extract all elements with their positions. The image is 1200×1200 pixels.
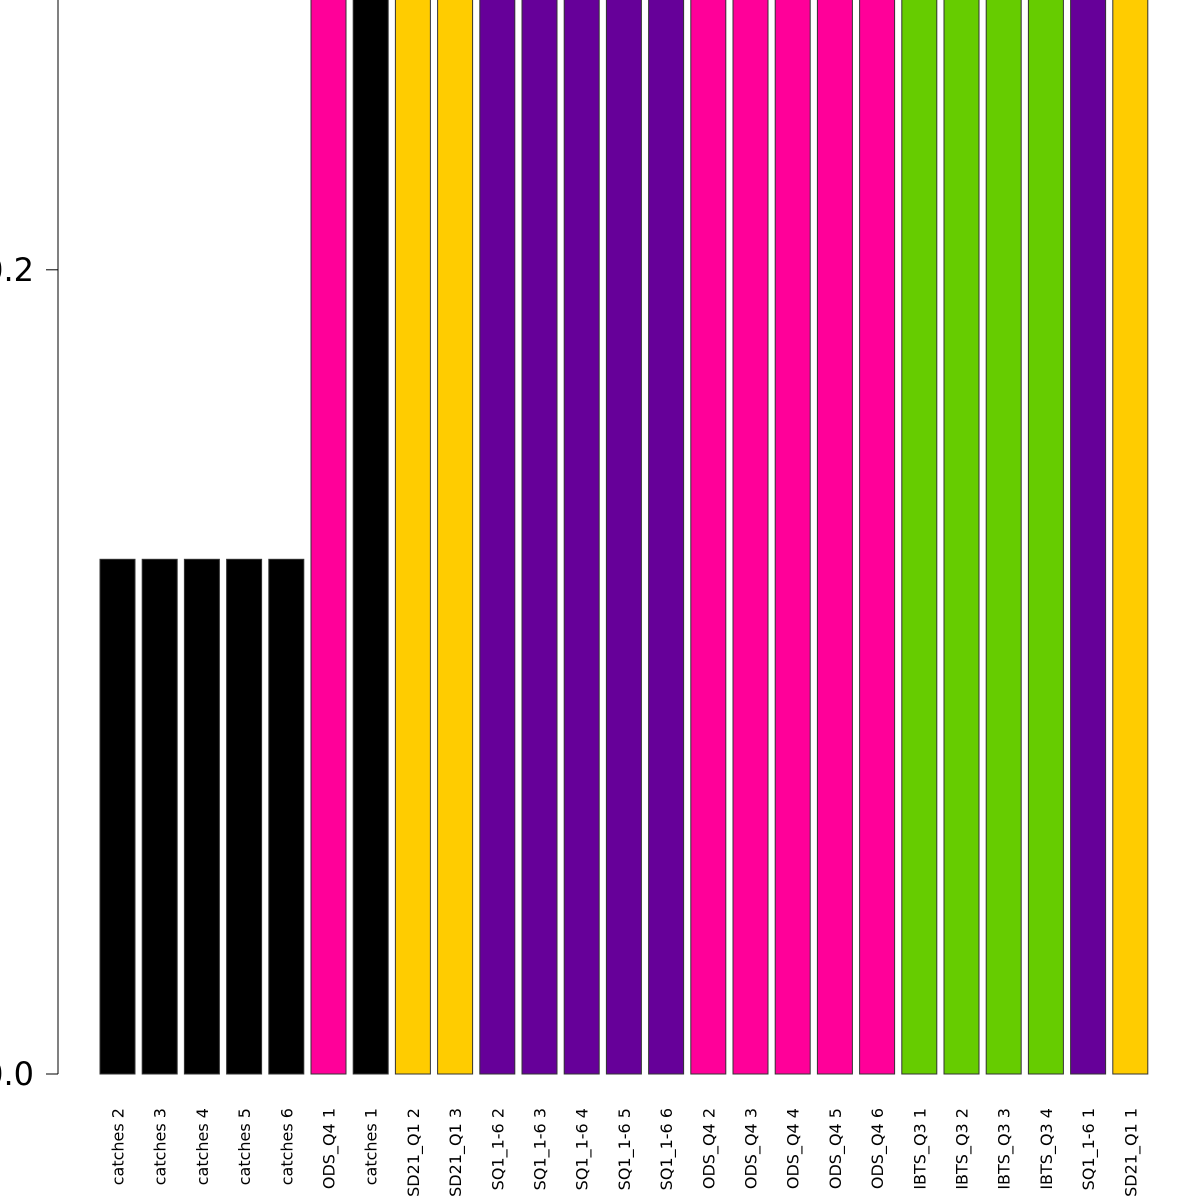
bar [732,0,769,1075]
bar [268,558,305,1075]
bar [985,0,1022,1075]
x-category-label: ODS_Q4 1 [320,1108,340,1189]
bar [943,0,980,1075]
x-category-label: catches 4 [193,1108,212,1185]
y-tick-label: 0.0 [0,1055,34,1093]
bar [226,558,263,1075]
bar [141,558,178,1075]
bar [437,0,474,1075]
bar [859,0,896,1075]
bars [99,0,1149,1075]
bar [521,0,558,1075]
x-category-label: SD21_Q1 1 [1121,1108,1141,1197]
x-axis-labels: catches 2 catches 3 catches 4 catches 5 catc… [109,1108,1142,1197]
x-category-label: catches 3 [151,1108,170,1185]
x-category-label: SQ1_1-6 5 [615,1108,635,1190]
bar [1027,0,1064,1075]
x-category-label: IBTS_Q3 3 [995,1108,1015,1190]
x-category-label: SD21_Q1 2 [404,1108,424,1197]
x-category-label: SQ1_1-6 6 [657,1108,677,1190]
x-category-label: ODS_Q4 5 [826,1108,846,1189]
bar [774,0,811,1075]
x-category-label: ODS_Q4 2 [699,1108,719,1189]
bar [352,0,389,1075]
x-category-label: ODS_Q4 6 [868,1108,888,1189]
y-axis: 0.00.20.40.60.81.01.2 [0,0,59,1093]
y-tick-label: 0.2 [0,251,34,289]
x-category-label: SQ1_1-6 1 [1079,1108,1099,1190]
x-category-label: catches 1 [362,1108,381,1185]
x-category-label: SQ1_1-6 3 [531,1108,551,1190]
bar [1112,0,1149,1075]
bar [479,0,516,1075]
x-category-label: SD21_Q1 3 [446,1108,466,1197]
bar [183,558,220,1075]
bar [310,0,347,1075]
bar [901,0,938,1075]
x-category-label: catches 5 [235,1108,254,1185]
x-category-label: ODS_Q4 3 [742,1108,762,1189]
bar [648,0,685,1075]
x-category-label: catches 2 [109,1108,128,1185]
x-category-label: catches 6 [277,1108,296,1185]
bar [394,0,431,1075]
x-category-label: IBTS_Q3 4 [1037,1108,1057,1190]
x-category-label: IBTS_Q3 1 [910,1108,930,1190]
bar [690,0,727,1075]
x-category-label: SQ1_1-6 2 [488,1108,508,1190]
bar [99,558,136,1075]
x-category-label: SQ1_1-6 4 [573,1108,593,1190]
x-category-label: IBTS_Q3 2 [953,1108,973,1190]
bar [563,0,600,1075]
bar [605,0,642,1075]
x-category-label: ODS_Q4 4 [784,1108,804,1189]
bar [816,0,853,1075]
bar [1070,0,1107,1075]
